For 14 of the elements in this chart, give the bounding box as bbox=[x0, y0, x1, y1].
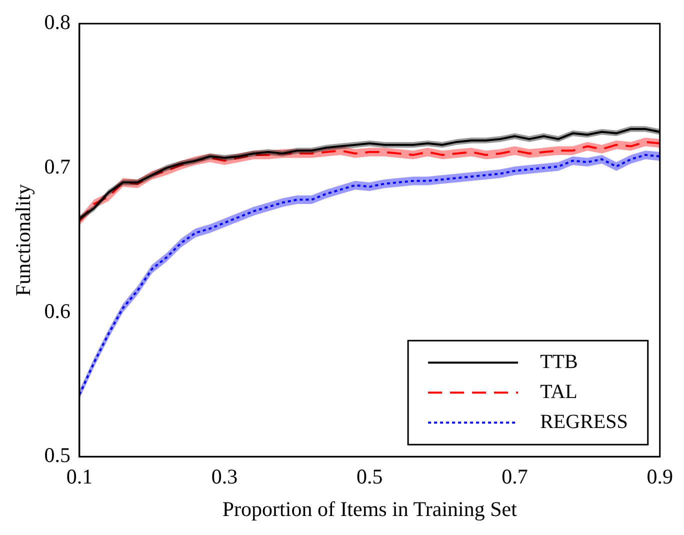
y-tick-label: 0.6 bbox=[44, 298, 70, 323]
y-tick-label: 0.5 bbox=[44, 443, 70, 468]
legend-label: TAL bbox=[540, 380, 578, 403]
x-tick-label: 0.7 bbox=[502, 464, 528, 489]
x-tick-label: 0.3 bbox=[211, 464, 238, 489]
legend-label: TTB bbox=[540, 350, 578, 373]
y-tick-label: 0.7 bbox=[44, 154, 70, 178]
x-tick-label: 0.9 bbox=[646, 464, 673, 489]
x-axis-title: Proportion of Items in Training Set bbox=[222, 496, 518, 521]
x-tick-label: 0.5 bbox=[356, 464, 383, 489]
y-tick-label: 0.8 bbox=[44, 10, 70, 34]
x-tick-label: 0.1 bbox=[66, 464, 93, 489]
legend-label: REGRESS bbox=[540, 410, 628, 433]
y-axis-title: Functionality bbox=[11, 184, 36, 296]
